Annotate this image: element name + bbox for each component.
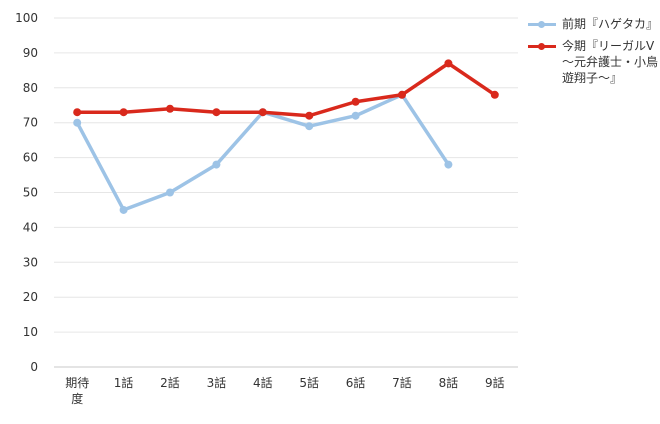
x-tick-label: 9話 xyxy=(485,375,505,390)
y-tick-label: 70 xyxy=(23,116,38,130)
data-point-series-2 xyxy=(490,90,499,99)
y-tick-label: 100 xyxy=(15,11,38,25)
data-point-series-2 xyxy=(398,90,406,99)
legend-swatch-series-2 xyxy=(528,43,556,50)
x-tick-label: 4話 xyxy=(253,375,273,390)
x-tick-label: 7話 xyxy=(392,375,412,390)
y-tick-label: 10 xyxy=(23,325,38,339)
x-tick-label: 6話 xyxy=(346,375,366,390)
legend-label-series-2: 今期『リーガルV～元弁護士・小鳥遊翔子～』 xyxy=(562,39,659,85)
data-point-series-1 xyxy=(212,160,221,169)
x-tick-label: 8話 xyxy=(439,375,459,390)
data-point-series-2 xyxy=(73,108,82,117)
data-point-series-1 xyxy=(119,205,128,214)
y-tick-label: 0 xyxy=(30,360,38,374)
data-point-series-1 xyxy=(166,188,174,197)
legend: 前期『ハゲタカ』 今期『リーガルV～元弁護士・小鳥遊翔子～』 xyxy=(528,16,658,92)
data-point-series-1 xyxy=(305,122,314,131)
x-tick-label: 2話 xyxy=(160,375,180,390)
data-point-series-2 xyxy=(258,108,267,117)
x-axis-ticks: 期待度 1話 2話 3話 4話 5話 6話 7話 8話 9話 xyxy=(65,375,504,406)
series-group xyxy=(73,59,499,214)
data-point-series-1 xyxy=(351,111,360,120)
y-tick-label: 30 xyxy=(23,255,38,269)
grid-lines xyxy=(54,17,518,368)
y-tick-label: 20 xyxy=(23,290,38,304)
y-tick-label: 90 xyxy=(23,46,38,60)
x-tick-label: 3話 xyxy=(207,375,227,390)
data-point-series-2 xyxy=(166,104,174,113)
legend-item-series-2: 今期『リーガルV～元弁護士・小鳥遊翔子～』 xyxy=(528,38,658,86)
series-line-2 xyxy=(77,61,496,118)
x-tick-label: 期待度 xyxy=(65,376,89,406)
data-point-series-2 xyxy=(119,108,128,117)
y-axis-ticks: 0 10 20 30 40 50 60 70 80 90 100 xyxy=(15,11,38,374)
data-point-series-1 xyxy=(444,160,453,169)
data-point-series-2 xyxy=(351,97,360,106)
y-tick-label: 80 xyxy=(23,81,38,95)
data-point-series-2 xyxy=(212,108,221,117)
data-point-series-2 xyxy=(305,111,314,120)
y-tick-label: 50 xyxy=(23,186,38,200)
x-tick-label: 5話 xyxy=(299,375,319,390)
data-point-series-2 xyxy=(444,59,453,68)
legend-item-series-1: 前期『ハゲタカ』 xyxy=(528,16,658,32)
data-point-series-1 xyxy=(73,118,82,127)
y-tick-label: 60 xyxy=(23,151,38,165)
legend-label-series-1: 前期『ハゲタカ』 xyxy=(562,17,659,31)
x-tick-label: 1話 xyxy=(114,375,134,390)
legend-swatch-series-1 xyxy=(528,21,556,28)
y-tick-label: 40 xyxy=(23,220,38,234)
